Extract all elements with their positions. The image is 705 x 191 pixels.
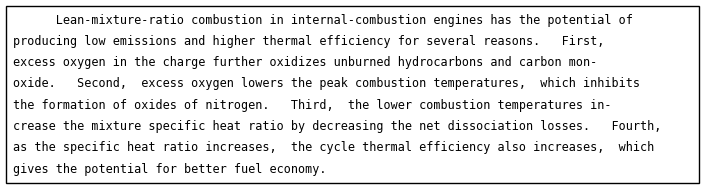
Text: producing low emissions and higher thermal efficiency for several reasons.   Fir: producing low emissions and higher therm… xyxy=(13,35,604,48)
Text: the formation of oxides of nitrogen.   Third,  the lower combustion temperatures: the formation of oxides of nitrogen. Thi… xyxy=(13,99,611,112)
Text: gives the potential for better fuel economy.: gives the potential for better fuel econ… xyxy=(13,163,326,176)
Text: oxide.   Second,  excess oxygen lowers the peak combustion temperatures,  which : oxide. Second, excess oxygen lowers the … xyxy=(13,77,639,90)
Text: as the specific heat ratio increases,  the cycle thermal efficiency also increas: as the specific heat ratio increases, th… xyxy=(13,141,654,154)
Text: excess oxygen in the charge further oxidizes unburned hydrocarbons and carbon mo: excess oxygen in the charge further oxid… xyxy=(13,56,597,69)
Text: crease the mixture specific heat ratio by decreasing the net dissociation losses: crease the mixture specific heat ratio b… xyxy=(13,120,661,133)
Text: Lean-mixture-ratio combustion in internal-combustion engines has the potential o: Lean-mixture-ratio combustion in interna… xyxy=(13,14,632,27)
